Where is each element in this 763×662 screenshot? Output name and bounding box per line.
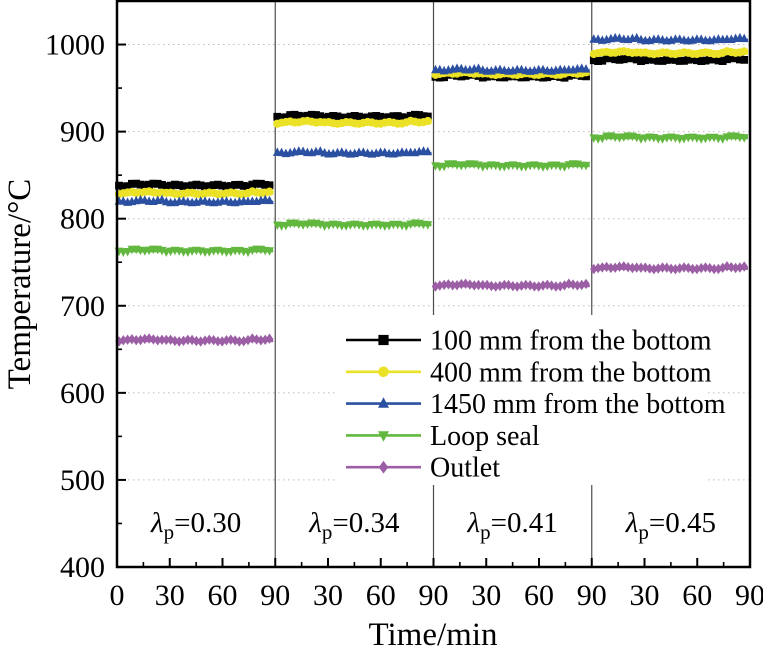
legend-marker-square-icon [378, 334, 389, 346]
series-markers [272, 146, 433, 158]
panel-label: λp=0.41 [467, 507, 558, 544]
legend-item: Loop seal [346, 421, 540, 452]
panel-label: λp=0.45 [625, 507, 716, 544]
x-tick-label: 90 [419, 579, 449, 612]
y-axis-title: Temperature/°C [2, 179, 38, 390]
series-outlet [115, 261, 748, 347]
y-tick-label: 500 [60, 464, 105, 497]
legend-label: 400 mm from the bottom [430, 357, 712, 388]
series-loop-seal [114, 132, 749, 257]
y-tick-label: 1000 [45, 29, 105, 62]
panel-labels-layer: λp=0.30 λp=0.34 λp=0.41 λp=0.45 [150, 507, 716, 544]
x-tick-label: 30 [313, 579, 343, 612]
x-tick-label: 60 [366, 579, 396, 612]
x-tick-label: 30 [471, 579, 501, 612]
legend-item: 1450 mm from the bottom [346, 389, 726, 420]
series-markers [114, 245, 274, 257]
x-tick-label: 60 [524, 579, 554, 612]
legend-background [337, 315, 707, 485]
data-series-layer [114, 32, 749, 347]
legend-item: 400 mm from the bottom [346, 357, 712, 388]
panel-label: λp=0.34 [308, 507, 400, 544]
series-markers [115, 333, 274, 347]
y-tick-label: 400 [60, 551, 105, 584]
series-markers [589, 32, 749, 45]
series-markers [114, 194, 274, 207]
x-axis-title: Time/min [369, 617, 498, 653]
series-400-mm-from-the-bottom [114, 47, 749, 199]
y-tick-label: 600 [60, 377, 105, 410]
y-tick-label: 900 [60, 116, 105, 149]
legend-label: 100 mm from the bottom [430, 326, 712, 357]
x-tick-label: 90 [260, 579, 290, 612]
legend-item: 100 mm from the bottom [346, 326, 712, 357]
legend-label: 1450 mm from the bottom [430, 389, 726, 420]
series-markers [589, 47, 749, 59]
legend-label: Outlet [430, 453, 500, 484]
x-tick-label: 30 [155, 579, 185, 612]
y-tick-label: 700 [60, 290, 105, 323]
series-markers [589, 54, 749, 65]
y-tick-label: 800 [60, 203, 105, 236]
x-tick-label: 90 [577, 579, 607, 612]
legend-marker-triangle-up-icon [377, 397, 390, 408]
series-1450-mm-from-the-bottom [114, 32, 749, 207]
axis-ticks-layer [116, 43, 751, 568]
x-tick-label: 60 [682, 579, 712, 612]
series-markers [272, 219, 433, 231]
series-markers [273, 116, 432, 128]
series-markers [589, 132, 749, 144]
series-markers [114, 187, 274, 199]
series-markers [431, 63, 591, 75]
x-tick-label: 30 [630, 579, 660, 612]
legend-marker-triangle-down-icon [377, 431, 390, 442]
panel-label: λp=0.30 [150, 507, 241, 544]
series-markers [115, 179, 274, 191]
x-tick-label: 90 [735, 579, 763, 612]
x-tick-label: 60 [208, 579, 238, 612]
series-markers [431, 278, 590, 292]
axis-tick-labels-layer: 400 500 600 700 800 900 1000 0 30 60 90 30 60 90 30 60 9… [45, 29, 763, 612]
legend-label: Loop seal [430, 421, 540, 452]
series-markers [590, 261, 748, 275]
legend-item: Outlet [346, 453, 500, 484]
x-tick-label: 0 [110, 579, 125, 612]
legend-marker-circle-icon [378, 366, 389, 378]
series-markers [431, 160, 591, 172]
legend-marker-diamond-icon [378, 460, 389, 474]
